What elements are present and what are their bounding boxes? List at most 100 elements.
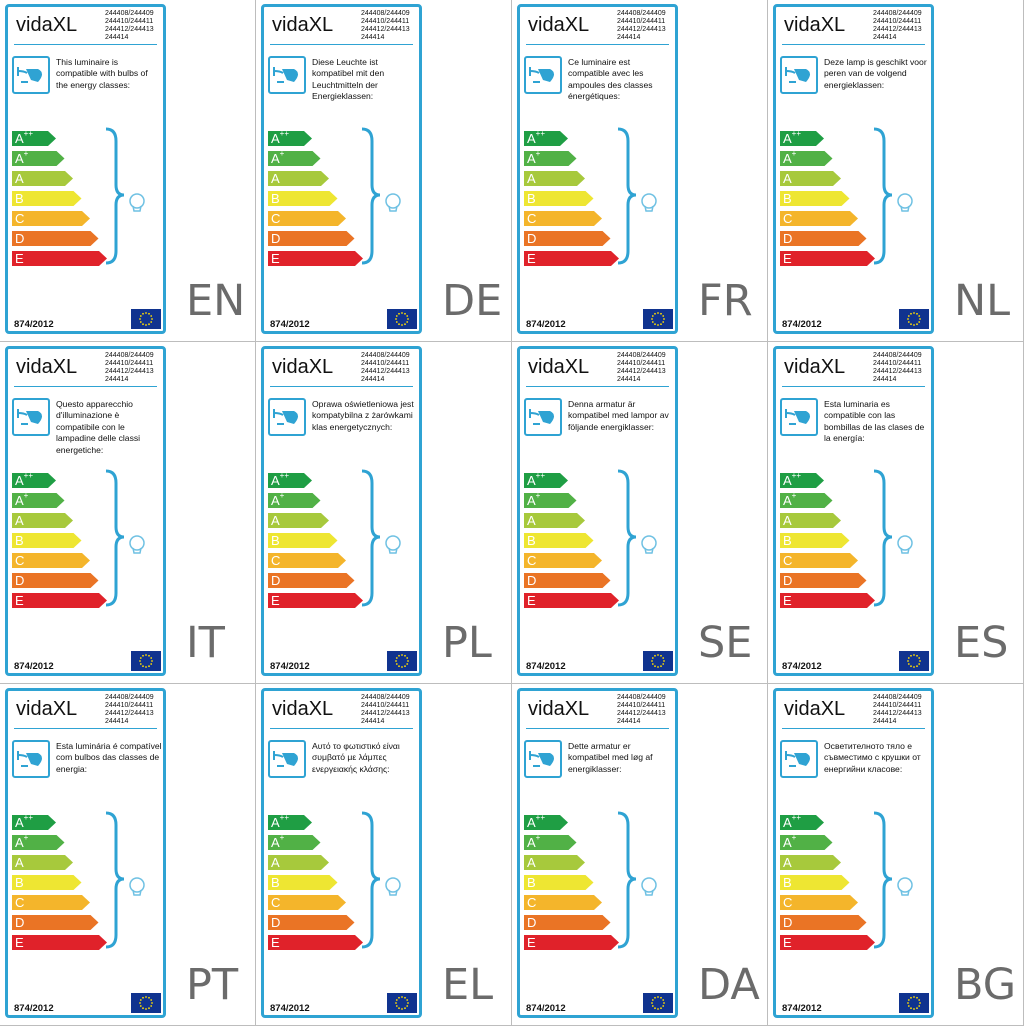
compatibility-text: Denna armatur är kompatibel med lampor a…	[568, 399, 669, 432]
energy-class-letter: A++	[783, 813, 802, 831]
energy-class-bar: A	[268, 513, 329, 528]
energy-class-superscript: ++	[279, 813, 290, 822]
energy-class-letter: A+	[271, 833, 285, 851]
energy-class-bar: C	[12, 211, 90, 226]
energy-class-letter: D	[271, 231, 281, 246]
energy-class-bar: A	[12, 171, 73, 186]
language-code: DE	[442, 276, 503, 326]
energy-class-letter: B	[783, 191, 792, 206]
energy-class-bar: E	[524, 251, 619, 266]
energy-class-bar: B	[524, 533, 594, 548]
header-divider	[14, 386, 157, 387]
energy-label: vidaXL 244408/244409 244410/244411 24441…	[5, 346, 166, 676]
energy-class-bar: D	[524, 573, 611, 588]
header-divider	[270, 386, 413, 387]
energy-class-letter: E	[527, 251, 536, 266]
regulation-number: 874/2012	[782, 661, 822, 672]
energy-label: vidaXL 244408/244409 244410/244411 24441…	[773, 4, 934, 334]
energy-class-superscript: ++	[23, 813, 34, 822]
energy-class-letter: A++	[527, 129, 546, 147]
brand-name: vidaXL	[272, 356, 334, 378]
energy-class-bar: A	[524, 855, 585, 870]
energy-class-bar: A++	[524, 813, 568, 830]
class-bracket	[868, 811, 918, 956]
language-code: SE	[698, 618, 753, 668]
energy-class-bar: B	[780, 191, 850, 206]
label-cell-en: vidaXL 244408/244409 244410/244411 24441…	[0, 0, 256, 342]
compatibility-text: Αυτό το φωτιστικό είναι συμβατό με λάμπε…	[312, 741, 400, 774]
energy-class-letter: B	[15, 191, 24, 206]
energy-class-letter: E	[527, 593, 536, 608]
compatibility-text: Deze lamp is geschikt voor peren van de …	[824, 57, 927, 90]
energy-class-letter: A	[783, 855, 792, 870]
energy-class-superscript: +	[23, 833, 29, 842]
energy-class-letter: C	[527, 211, 537, 226]
language-code: IT	[186, 618, 225, 668]
energy-class-bar: B	[268, 875, 338, 890]
lamp-icon	[268, 56, 306, 94]
class-bracket	[612, 811, 662, 956]
regulation-number: 874/2012	[270, 661, 310, 672]
brand-name: vidaXL	[784, 356, 846, 378]
language-code: PT	[186, 960, 239, 1010]
energy-class-superscript: ++	[535, 813, 546, 822]
energy-class-letter: C	[271, 211, 281, 226]
class-bracket	[356, 469, 406, 614]
lamp-icon	[12, 740, 50, 778]
energy-class-bar: A	[12, 855, 73, 870]
brand-name: vidaXL	[272, 698, 334, 720]
class-bracket	[356, 811, 406, 956]
bulb-icon	[129, 193, 145, 212]
model-codes: 244408/244409 244410/244411 244412/24441…	[361, 694, 410, 725]
energy-class-letter: D	[783, 915, 793, 930]
bulb-icon	[129, 535, 145, 554]
label-cell-pl: vidaXL 244408/244409 244410/244411 24441…	[256, 342, 512, 684]
language-code: EL	[442, 960, 494, 1010]
energy-class-bar: E	[268, 935, 363, 950]
regulation-number: 874/2012	[526, 661, 566, 672]
brand-name: vidaXL	[528, 14, 590, 36]
compatibility-text: Diese Leuchte ist kompatibel mit den Leu…	[312, 57, 385, 102]
energy-class-bar: A++	[780, 472, 824, 488]
energy-class-bar: A++	[268, 130, 312, 146]
energy-class-bar: A++	[524, 129, 568, 147]
energy-class-letter: E	[527, 935, 536, 950]
energy-class-bar: C	[524, 895, 602, 910]
energy-class-bar: D	[268, 915, 355, 930]
language-code: PL	[442, 618, 492, 668]
energy-class-bar: A	[268, 855, 329, 870]
energy-class-bar: E	[780, 593, 875, 608]
lamp-icon	[524, 56, 562, 94]
energy-class-bar: B	[268, 533, 338, 548]
energy-class-bar: A+	[268, 492, 321, 508]
energy-class-superscript: ++	[279, 471, 290, 480]
brand-name: vidaXL	[16, 14, 78, 36]
energy-class-letter: A	[527, 171, 536, 186]
header-divider	[782, 728, 925, 729]
eu-flag-icon	[387, 993, 417, 1013]
eu-flag-icon	[131, 309, 161, 329]
energy-class-superscript: +	[535, 149, 541, 158]
energy-class-superscript: ++	[535, 471, 546, 480]
energy-class-superscript: ++	[23, 471, 34, 480]
bulb-icon	[385, 193, 401, 212]
energy-class-letter: E	[783, 935, 792, 950]
energy-class-bar: E	[268, 593, 363, 608]
energy-class-bar: A	[268, 171, 329, 186]
energy-class-bar: D	[780, 231, 867, 246]
energy-class-letter: A+	[15, 833, 29, 851]
energy-class-bar: B	[780, 875, 850, 890]
energy-class-bar: D	[12, 915, 99, 930]
model-codes: 244408/244409 244410/244411 244412/24441…	[105, 352, 154, 383]
energy-class-bar: C	[268, 553, 346, 568]
energy-class-letter: B	[271, 533, 280, 548]
energy-class-bar: A	[780, 171, 841, 186]
energy-class-bar: E	[524, 935, 619, 950]
bulb-icon	[897, 877, 913, 896]
model-codes: 244408/244409 244410/244411 244412/24441…	[361, 10, 410, 41]
energy-class-letter: B	[783, 875, 792, 890]
energy-class-superscript: ++	[791, 813, 802, 822]
lamp-icon	[12, 56, 50, 94]
regulation-number: 874/2012	[526, 1003, 566, 1014]
energy-label: vidaXL 244408/244409 244410/244411 24441…	[773, 688, 934, 1018]
